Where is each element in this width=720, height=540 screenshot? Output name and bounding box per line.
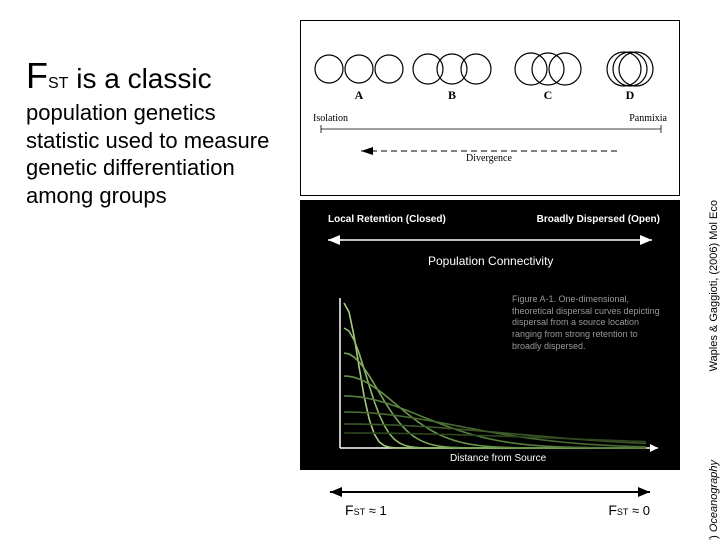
dispersal-right-label: Broadly Dispersed (Open): [537, 214, 660, 225]
citation-bottom: Cowen et. al. (2007) Oceanography: [708, 460, 720, 540]
venn-left-endlabel: Isolation: [313, 113, 348, 124]
dispersal-connectivity-label: Population Connectivity: [428, 254, 553, 268]
dispersal-caption: Figure A-1. One-dimensional, theoretical…: [512, 294, 662, 352]
dispersal-xaxis-label: Distance from Source: [450, 453, 546, 464]
fst-symbol-F: F: [26, 55, 48, 96]
venn-svg: A B C D: [301, 21, 681, 197]
fst-right-label: FST ≈ 0: [608, 502, 650, 518]
svg-text:A: A: [355, 88, 364, 102]
svg-text:B: B: [448, 88, 456, 102]
svg-text:C: C: [544, 88, 553, 102]
svg-text:D: D: [626, 88, 635, 102]
citation-top: Waples & Gaggioti, (2006) Mol Eco: [708, 200, 720, 400]
dispersal-left-label: Local Retention (Closed): [328, 214, 446, 225]
citation-bottom-plain: Cowen et. al. (2007): [708, 532, 720, 540]
venn-divergence-label: Divergence: [466, 153, 512, 164]
dispersal-panel: Local Retention (Closed) Broadly Dispers…: [300, 200, 680, 470]
venn-right-endlabel: Panmixia: [629, 113, 667, 124]
citation-bottom-italic: Oceanography: [708, 460, 720, 532]
definition-text: FST is a classic population genetics sta…: [26, 54, 286, 209]
fst-arrow-svg: [320, 484, 660, 500]
fst-symbol-ST: ST: [48, 75, 68, 92]
fst-left-label: FST ≈ 1: [345, 502, 387, 518]
line1-tail: is a classic: [68, 63, 211, 94]
venn-diagram-panel: A B C D Isolation Panmixia Divergence: [300, 20, 680, 196]
fst-scale-arrow: FST ≈ 1 FST ≈ 0: [320, 484, 660, 524]
definition-body: population genetics statistic used to me…: [26, 99, 286, 209]
